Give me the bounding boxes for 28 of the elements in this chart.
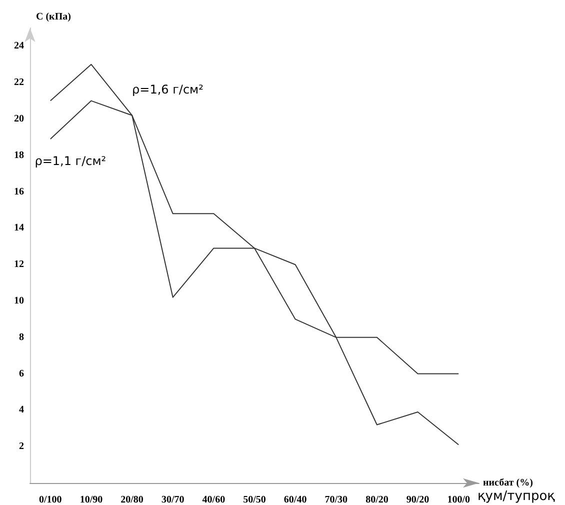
y-tick-label: 18 — [14, 150, 24, 161]
x-tick-label: 30/70 — [161, 494, 184, 505]
y-tick-label: 16 — [14, 186, 24, 198]
x-tick-label: 90/20 — [406, 494, 430, 505]
y-tick-label: 20 — [14, 114, 24, 124]
y-tick-label: 4 — [19, 404, 24, 416]
y-tick-label: 24 — [14, 40, 24, 52]
y-axis-title: C (кПа) — [36, 12, 71, 22]
x-tick-label: 80/20 — [366, 494, 388, 505]
x-tick-label: 100/0 — [447, 494, 470, 505]
series-label: ρ=1,1 г/см² — [34, 154, 106, 168]
series-label: ρ=1,6 г/см² — [132, 82, 204, 96]
x-tick-label: 50/50 — [243, 494, 266, 505]
x-tick-label: 0/100 — [39, 494, 62, 505]
x-tick-label: 70/30 — [324, 494, 348, 505]
y-tick-label: 12 — [14, 259, 24, 270]
y-tick-label: 10 — [14, 296, 24, 306]
y-tick-label: 2 — [19, 441, 24, 452]
y-tick-label: 22 — [14, 77, 24, 88]
text: қум/тупроқ — [477, 489, 556, 504]
x-axis-title: нисбат (%) — [483, 478, 533, 488]
y-tick-label: 8 — [19, 332, 24, 343]
y-tick-label: 6 — [19, 368, 24, 380]
x-tick-label: 40/60 — [202, 494, 226, 505]
x-tick-label: 20/80 — [120, 494, 144, 505]
y-tick-label: 14 — [14, 222, 24, 234]
x-tick-label: 10/90 — [80, 494, 103, 505]
x-tick-label: 60/40 — [284, 494, 307, 505]
